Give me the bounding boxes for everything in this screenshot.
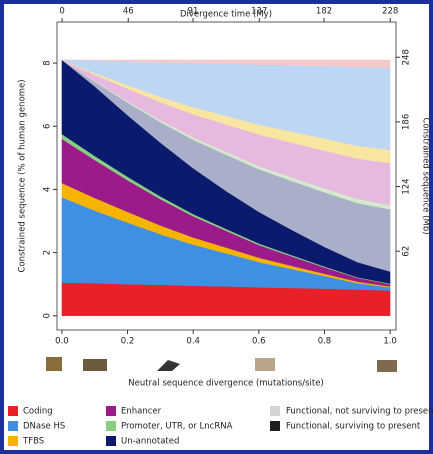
legend-swatch [106, 421, 116, 431]
icon [46, 357, 62, 371]
x-tick-label: 0.0 [55, 337, 69, 347]
y2-tick-label: 62 [402, 246, 412, 257]
legend-label: Functional, not surviving to present [286, 407, 433, 417]
y2-tick-label: 248 [402, 49, 412, 65]
y2-tick-label: 186 [402, 114, 412, 130]
y2-tick-label: 124 [402, 178, 412, 194]
legend-swatch [8, 406, 18, 416]
y-tick-label: 8 [43, 60, 53, 65]
legend-swatch [8, 421, 18, 431]
x-tick-label: 0.8 [318, 337, 332, 347]
icon [377, 360, 397, 372]
legend-swatch [106, 406, 116, 416]
legend-label: Un-annotated [121, 437, 179, 447]
page: {"chart_data":{"type":"stacked_area", "t… [0, 0, 433, 454]
y-axis-title: Constrained sequence (% of human genome) [18, 79, 28, 272]
x-axis-title: Neutral sequence divergence (mutations/s… [128, 379, 323, 389]
legend-label: Promoter, UTR, or LncRNA [121, 422, 233, 432]
legend-label: Enhancer [121, 407, 162, 417]
chart: Divergence time (My) Neutral sequence di… [0, 0, 433, 454]
x-tick-label: 0.2 [121, 337, 135, 347]
x2-tick-label: 182 [316, 7, 332, 17]
y2-axis-title: Constrained sequence (Mb) [421, 117, 431, 234]
x2-tick-label: 91 [188, 7, 199, 17]
legend-label: TFBS [22, 437, 44, 447]
y-tick-label: 6 [43, 124, 53, 129]
x2-tick-label: 46 [123, 7, 134, 17]
legend-swatch [270, 406, 280, 416]
x2-tick-label: 0 [59, 7, 64, 17]
x2-tick-label: 137 [251, 7, 267, 17]
legend-swatch [8, 436, 18, 446]
icon [83, 359, 107, 371]
x-tick-label: 0.4 [186, 337, 200, 347]
legend-swatch [270, 421, 280, 431]
y-tick-label: 2 [43, 250, 53, 255]
x2-tick-label: 228 [382, 7, 398, 17]
legend-label: Coding [23, 407, 53, 417]
x-tick-label: 0.6 [252, 337, 266, 347]
y-tick-label: 4 [43, 187, 53, 192]
legend-swatch [106, 436, 116, 446]
legend-label: DNase HS [23, 422, 65, 432]
y-tick-label: 0 [43, 313, 53, 318]
legend-label: Functional, surviving to present [286, 422, 421, 432]
x-tick-label: 1.0 [383, 337, 397, 347]
icon [255, 358, 275, 371]
